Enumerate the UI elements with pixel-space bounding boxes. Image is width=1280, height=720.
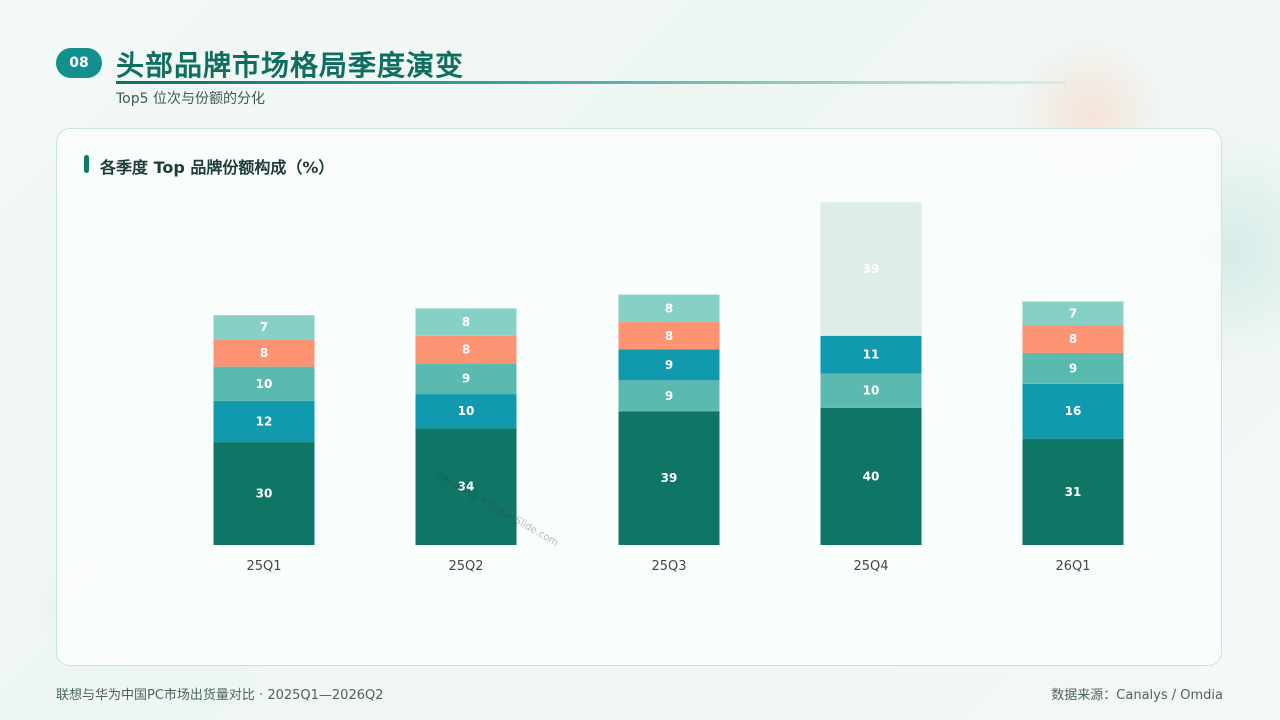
data-label: 12 <box>256 415 273 429</box>
data-label: 9 <box>462 372 470 386</box>
bar-segment <box>415 335 517 364</box>
footer-note: 联想与华为中国PC市场出货量对比 · 2025Q1—2026Q2 <box>56 688 384 703</box>
data-label: 39 <box>863 262 880 276</box>
data-label: 8 <box>462 315 470 329</box>
bar-segment <box>1022 438 1124 545</box>
bar-segment <box>618 322 720 350</box>
data-label: 10 <box>458 404 475 418</box>
data-label: 8 <box>260 346 268 360</box>
bar-segment <box>618 380 720 412</box>
data-label: 34 <box>458 480 475 494</box>
data-label: 8 <box>665 329 673 343</box>
bar-segment <box>618 294 720 323</box>
section-number-badge: 08 <box>56 48 102 78</box>
data-label: 10 <box>256 377 273 391</box>
data-label: 9 <box>665 389 673 403</box>
title-underline <box>116 81 1066 84</box>
bar-segment <box>1022 352 1124 384</box>
data-label: 16 <box>1065 404 1082 418</box>
data-label: 9 <box>1069 361 1077 375</box>
data-source: 数据来源：Canalys / Omdia <box>1051 688 1223 703</box>
bar-segment <box>820 373 922 408</box>
data-label: 39 <box>661 471 678 485</box>
bar-segment <box>213 442 315 545</box>
data-label: 7 <box>260 320 268 334</box>
data-label: 10 <box>863 384 880 398</box>
data-label: 30 <box>256 487 273 501</box>
bar-segment <box>213 400 315 443</box>
data-label: 31 <box>1065 485 1082 499</box>
data-label: 8 <box>1069 332 1077 346</box>
chart-title: 各季度 Top 品牌份额构成（%） <box>100 158 335 177</box>
data-label: 8 <box>665 301 673 315</box>
bar-segment <box>213 339 315 367</box>
bar-segment <box>415 308 517 336</box>
bar-segment <box>618 349 720 381</box>
x-tick-label: 25Q1 <box>246 559 281 574</box>
x-tick-label: 25Q4 <box>853 559 888 574</box>
bar-segment <box>415 428 517 545</box>
x-tick-label: 26Q1 <box>1055 559 1090 574</box>
bar-segment <box>820 202 922 336</box>
card-title-marker <box>84 155 89 173</box>
bar-segment <box>618 411 720 545</box>
data-label: 7 <box>1069 306 1077 320</box>
data-label: 11 <box>863 348 880 362</box>
bar-segment <box>213 366 315 401</box>
bar-segment <box>415 394 517 429</box>
x-tick-label: 25Q3 <box>651 559 686 574</box>
bar-segment <box>415 363 517 395</box>
x-tick-label: 25Q2 <box>448 559 483 574</box>
bar-segment <box>820 407 922 545</box>
bar-segment <box>820 335 922 374</box>
bar-segment <box>1022 383 1124 439</box>
bar-segment <box>1022 301 1124 326</box>
data-label: 8 <box>462 342 470 356</box>
page-subtitle: Top5 位次与份额的分化 <box>116 91 265 107</box>
data-label: 9 <box>665 358 673 372</box>
bar-segment <box>1022 325 1124 353</box>
data-label: 40 <box>863 469 880 483</box>
bar-segment <box>213 315 315 340</box>
page-title: 头部品牌市场格局季度演变 <box>116 49 465 82</box>
